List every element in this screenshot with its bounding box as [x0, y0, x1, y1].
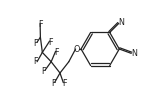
Text: F: F [63, 79, 67, 88]
Text: F: F [41, 67, 46, 76]
Text: F: F [51, 79, 55, 88]
Text: F: F [33, 39, 38, 48]
Text: F: F [54, 48, 59, 57]
Text: N: N [131, 49, 137, 58]
Text: F: F [33, 57, 38, 66]
Text: O: O [74, 44, 80, 54]
Text: F: F [48, 38, 52, 47]
Text: N: N [118, 18, 124, 27]
Text: F: F [38, 20, 42, 29]
